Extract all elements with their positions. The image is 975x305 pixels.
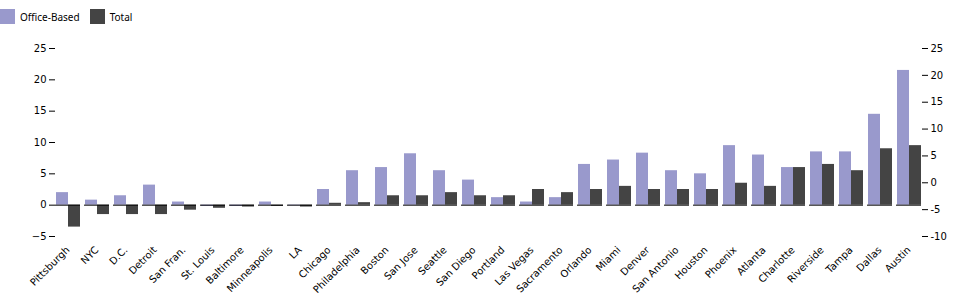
- svg-text:25: 25: [931, 43, 944, 54]
- svg-text:San Fran.: San Fran.: [147, 244, 188, 285]
- svg-text:Phoenix: Phoenix: [703, 244, 739, 280]
- svg-text:Chicago: Chicago: [296, 244, 333, 281]
- svg-text:Denver: Denver: [618, 244, 652, 278]
- svg-text:Atlanta: Atlanta: [734, 244, 768, 278]
- html-text:Total: Total: [109, 9, 133, 24]
- svg-text:St. Louis: St. Louis: [178, 244, 217, 282]
- svg-text:San Antonio: San Antonio: [630, 244, 681, 295]
- svg-text:10: 10: [931, 123, 944, 134]
- svg-text:LA: LA: [287, 244, 304, 261]
- svg-text:Minneapolis: Minneapolis: [225, 244, 275, 294]
- svg-text:Pittsburgh: Pittsburgh: [28, 244, 72, 288]
- svg-text:15: 15: [34, 105, 47, 116]
- svg-text:5: 5: [931, 150, 937, 161]
- svg-text:25: 25: [34, 43, 47, 54]
- svg-text:D.C.: D.C.: [107, 244, 130, 267]
- svg-text:Seattle: Seattle: [415, 244, 449, 277]
- svg-text:Tampa: Tampa: [823, 244, 855, 276]
- svg-text:Portland: Portland: [469, 244, 507, 282]
- svg-text:San Jose: San Jose: [382, 244, 420, 282]
- svg-text:20: 20: [931, 70, 944, 81]
- svg-text:Charlotte: Charlotte: [756, 244, 797, 285]
- svg-text:Dallas: Dallas: [854, 244, 884, 274]
- svg-text:San Diego: San Diego: [434, 244, 478, 288]
- svg-text:Las Vegas: Las Vegas: [492, 244, 536, 288]
- svg-text:0: 0: [40, 199, 46, 210]
- svg-text:-5: -5: [931, 204, 941, 215]
- svg-text:Baltimore: Baltimore: [203, 244, 246, 287]
- svg-text:Boston: Boston: [358, 244, 391, 277]
- svg-text:NYC: NYC: [79, 244, 101, 266]
- svg-text:20: 20: [34, 74, 47, 85]
- svg-text:10: 10: [34, 137, 47, 148]
- svg-text:Detroit: Detroit: [126, 244, 159, 277]
- svg-text:Miami: Miami: [593, 244, 623, 274]
- svg-text:-10: -10: [931, 231, 947, 242]
- svg-text:−5: −5: [32, 231, 47, 242]
- svg-text:0: 0: [931, 177, 937, 188]
- svg-text:Philadelphia: Philadelphia: [311, 244, 362, 295]
- svg-text:5: 5: [40, 168, 46, 179]
- svg-text:15: 15: [931, 96, 944, 107]
- svg-text:Austin: Austin: [883, 244, 913, 274]
- html-text:Office-Based: Office-Based: [20, 9, 80, 24]
- svg-text:Riverside: Riverside: [785, 244, 826, 285]
- svg-text:Sacramento: Sacramento: [514, 244, 565, 295]
- svg-text:Houston: Houston: [673, 244, 710, 281]
- svg-text:Orlando: Orlando: [558, 244, 594, 280]
